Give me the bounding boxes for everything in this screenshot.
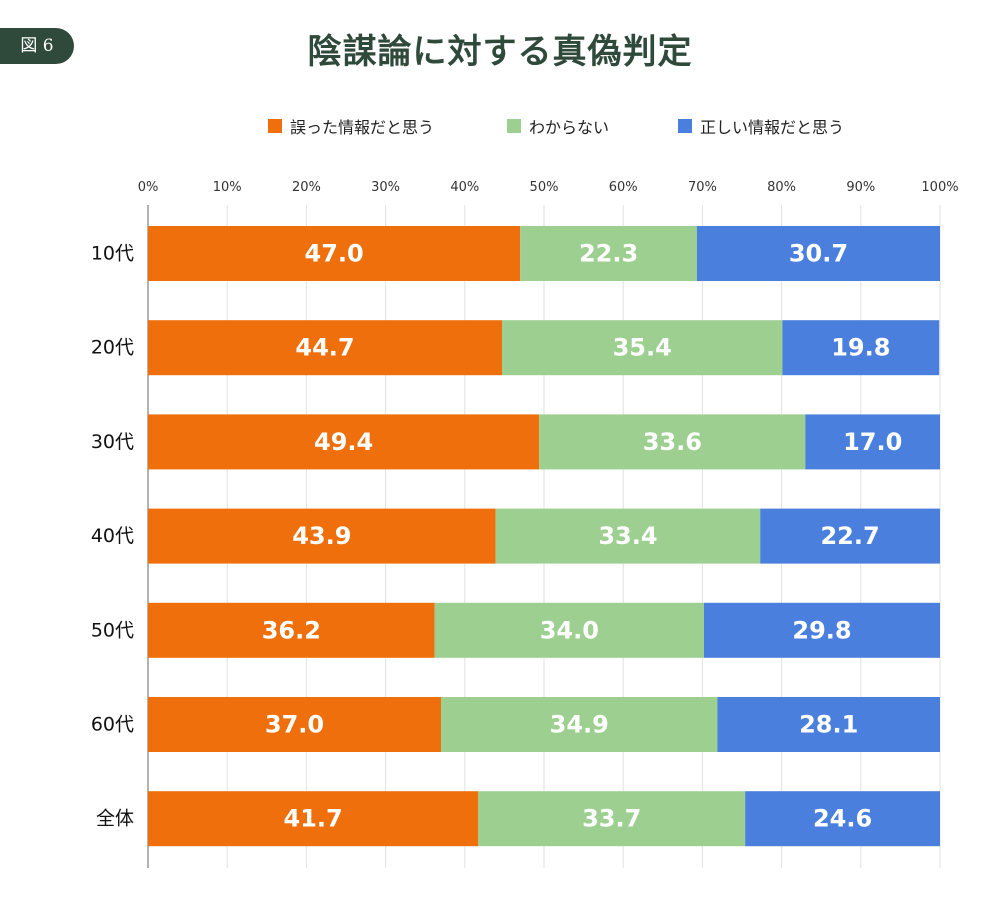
legend-swatch-unknown — [507, 119, 521, 133]
x-tick-label: 30% — [371, 180, 400, 195]
bar-segment — [745, 791, 940, 847]
x-tick-label: 10% — [213, 180, 242, 195]
bar-segment — [717, 697, 940, 752]
legend-swatch-wrong — [268, 119, 282, 133]
x-tick-label: 90% — [846, 180, 875, 195]
data-label: 49.4 — [314, 428, 373, 456]
data-label: 33.6 — [643, 428, 702, 456]
data-label: 44.7 — [295, 334, 354, 362]
data-label: 22.7 — [820, 522, 879, 550]
chart-title: 陰謀論に対する真偽判定 — [307, 32, 693, 72]
bar-segment — [148, 697, 442, 752]
bar-segment — [441, 697, 718, 752]
category-label: 60代 — [91, 714, 134, 736]
category-label: 30代 — [91, 431, 134, 453]
bar-segment — [495, 508, 761, 564]
data-label: 47.0 — [305, 240, 364, 268]
bar-segment — [703, 602, 940, 658]
data-label: 43.9 — [292, 522, 351, 550]
legend-label-unknown: わからない — [529, 118, 610, 137]
bar-segment — [696, 226, 940, 281]
data-label: 34.0 — [540, 616, 599, 644]
data-label: 22.3 — [579, 240, 638, 268]
bar-segment — [434, 602, 704, 658]
bar-segment — [539, 414, 806, 470]
x-tick-label: 0% — [138, 180, 159, 195]
data-label: 29.8 — [792, 616, 851, 644]
data-label: 35.4 — [613, 334, 672, 362]
bar-segment — [148, 508, 496, 564]
bar-segment — [805, 414, 940, 470]
bar-segment — [148, 414, 540, 470]
data-label: 33.4 — [598, 522, 657, 550]
x-tick-label: 20% — [292, 180, 321, 195]
data-label: 28.1 — [799, 711, 858, 739]
bar-segment — [478, 791, 746, 847]
x-tick-label: 60% — [609, 180, 638, 195]
data-label: 37.0 — [265, 711, 324, 739]
x-tick-label: 70% — [688, 180, 717, 195]
bar-segment — [148, 602, 435, 658]
category-label: 全体 — [96, 808, 134, 830]
data-label: 34.9 — [550, 711, 609, 739]
legend-item-unknown: わからない — [507, 114, 609, 138]
data-label: 41.7 — [284, 805, 343, 833]
data-label: 17.0 — [843, 428, 902, 456]
bar-segment — [760, 508, 940, 564]
legend: 誤った情報だと思う わからない 正しい情報だと思う — [0, 114, 1000, 138]
data-label: 36.2 — [262, 616, 321, 644]
data-label: 19.8 — [831, 334, 890, 362]
bar-segment — [520, 226, 697, 281]
category-label: 50代 — [91, 619, 134, 641]
legend-label-wrong: 誤った情報だと思う — [290, 118, 435, 137]
x-tick-label: 50% — [530, 180, 559, 195]
category-label: 20代 — [91, 337, 134, 359]
legend-label-correct: 正しい情報だと思う — [700, 118, 845, 137]
bar-segment — [782, 320, 940, 376]
data-label: 33.7 — [582, 805, 641, 833]
figure-badge: 図 6 — [0, 28, 74, 64]
bar-segment — [148, 226, 521, 281]
legend-item-wrong: 誤った情報だと思う — [268, 114, 434, 138]
legend-swatch-correct — [678, 119, 692, 133]
bar-segment — [502, 320, 783, 376]
x-tick-label: 80% — [767, 180, 796, 195]
category-label: 40代 — [91, 525, 134, 547]
bar-segment — [148, 320, 503, 376]
legend-item-correct: 正しい情報だと思う — [678, 114, 844, 138]
x-tick-label: 100% — [921, 180, 958, 195]
data-label: 24.6 — [813, 805, 872, 833]
category-label: 10代 — [91, 243, 134, 265]
bar-segment — [148, 791, 479, 847]
data-label: 30.7 — [789, 240, 848, 268]
x-tick-label: 40% — [450, 180, 479, 195]
